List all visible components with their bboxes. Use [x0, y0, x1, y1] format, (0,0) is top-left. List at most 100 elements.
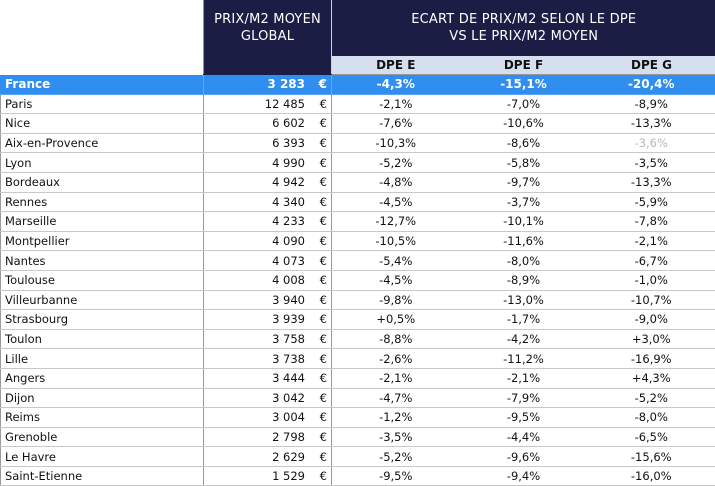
dpe-f-value: -11,2% — [460, 349, 588, 369]
dpe-e-value: -8,8% — [332, 329, 460, 349]
price-value: 4 942 — [272, 175, 305, 189]
dpe-g-header: DPE G — [588, 56, 715, 75]
france-row: France 3 283€ -4,3% -15,1% -20,4% — [1, 75, 715, 95]
dpe-e-value: -12,7% — [332, 212, 460, 232]
price-cell: 4 090€ — [204, 231, 332, 251]
price-value: 4 008 — [272, 273, 305, 287]
dpe-e-value: -5,4% — [332, 251, 460, 271]
price-cell: 3 738€ — [204, 349, 332, 369]
dpe-e-value: -1,2% — [332, 408, 460, 428]
city-name: Aix-en-Provence — [1, 133, 204, 153]
dpe-f-value: -15,1% — [460, 75, 588, 95]
dpe-g-value: -20,4% — [588, 75, 715, 95]
currency-symbol: € — [305, 156, 327, 170]
dpe-g-value: -16,9% — [588, 349, 715, 369]
ecart-header-line1: ECART DE PRIX/M2 SELON LE DPE — [332, 11, 715, 28]
dpe-f-value: -3,7% — [460, 192, 588, 212]
subheader-empty-cell — [1, 56, 204, 75]
price-cell: 3 283€ — [204, 75, 332, 95]
dpe-g-value: -5,9% — [588, 192, 715, 212]
dpe-f-value: -1,7% — [460, 310, 588, 330]
price-cell: 3 042€ — [204, 388, 332, 408]
city-name: Marseille — [1, 212, 204, 232]
currency-symbol: € — [305, 116, 327, 130]
dpe-g-value: -10,7% — [588, 290, 715, 310]
currency-symbol: € — [305, 214, 327, 228]
price-value: 4 340 — [272, 195, 305, 209]
subheader-price-cell — [204, 56, 332, 75]
price-cell: 4 990€ — [204, 153, 332, 173]
dpe-g-value: -16,0% — [588, 466, 715, 486]
dpe-f-header: DPE F — [460, 56, 588, 75]
dpe-e-value: -2,1% — [332, 94, 460, 114]
city-name: Bordeaux — [1, 172, 204, 192]
dpe-e-header: DPE E — [332, 56, 460, 75]
dpe-g-value: -15,6% — [588, 447, 715, 467]
dpe-g-value: -13,3% — [588, 114, 715, 134]
currency-symbol: € — [305, 175, 327, 189]
currency-symbol: € — [305, 234, 327, 248]
price-value: 6 602 — [272, 116, 305, 130]
price-value: 3 758 — [272, 332, 305, 346]
currency-symbol: € — [305, 469, 327, 483]
dpe-f-value: -4,2% — [460, 329, 588, 349]
price-value: 3 444 — [272, 371, 305, 385]
price-value: 3 940 — [272, 293, 305, 307]
currency-symbol: € — [305, 430, 327, 444]
dpe-e-value: -4,7% — [332, 388, 460, 408]
dpe-e-value: -4,8% — [332, 172, 460, 192]
city-name: Strasbourg — [1, 310, 204, 330]
dpe-g-value: -5,2% — [588, 388, 715, 408]
dpe-e-value: -2,6% — [332, 349, 460, 369]
currency-symbol: € — [305, 77, 327, 91]
price-value: 4 233 — [272, 214, 305, 228]
dpe-g-value: -8,0% — [588, 408, 715, 428]
price-cell: 4 340€ — [204, 192, 332, 212]
currency-symbol: € — [305, 273, 327, 287]
dpe-f-value: -11,6% — [460, 231, 588, 251]
dpe-f-value: -4,4% — [460, 427, 588, 447]
dpe-e-value: -10,3% — [332, 133, 460, 153]
dpe-f-value: -8,6% — [460, 133, 588, 153]
price-header-line1: PRIX/M2 MOYEN — [204, 11, 331, 28]
currency-symbol: € — [305, 293, 327, 307]
price-cell: 6 393€ — [204, 133, 332, 153]
price-value: 1 529 — [272, 469, 305, 483]
dpe-e-value: -10,5% — [332, 231, 460, 251]
city-name: Villeurbanne — [1, 290, 204, 310]
city-name: Toulouse — [1, 270, 204, 290]
price-value: 3 738 — [272, 352, 305, 366]
price-cell: 3 939€ — [204, 310, 332, 330]
dpe-f-value: -8,0% — [460, 251, 588, 271]
city-name: Rennes — [1, 192, 204, 212]
city-name: Lyon — [1, 153, 204, 173]
price-cell: 3 004€ — [204, 408, 332, 428]
city-name: Nice — [1, 114, 204, 134]
dpe-f-value: -9,7% — [460, 172, 588, 192]
price-header-line2: GLOBAL — [204, 28, 331, 45]
city-name: Reims — [1, 408, 204, 428]
dpe-g-value: -1,0% — [588, 270, 715, 290]
dpe-f-value: -7,0% — [460, 94, 588, 114]
price-value: 4 990 — [272, 156, 305, 170]
dpe-f-value: -8,9% — [460, 270, 588, 290]
dpe-g-value: +4,3% — [588, 368, 715, 388]
price-cell: 4 233€ — [204, 212, 332, 232]
dpe-f-value: -5,8% — [460, 153, 588, 173]
price-cell: 2 629€ — [204, 447, 332, 467]
